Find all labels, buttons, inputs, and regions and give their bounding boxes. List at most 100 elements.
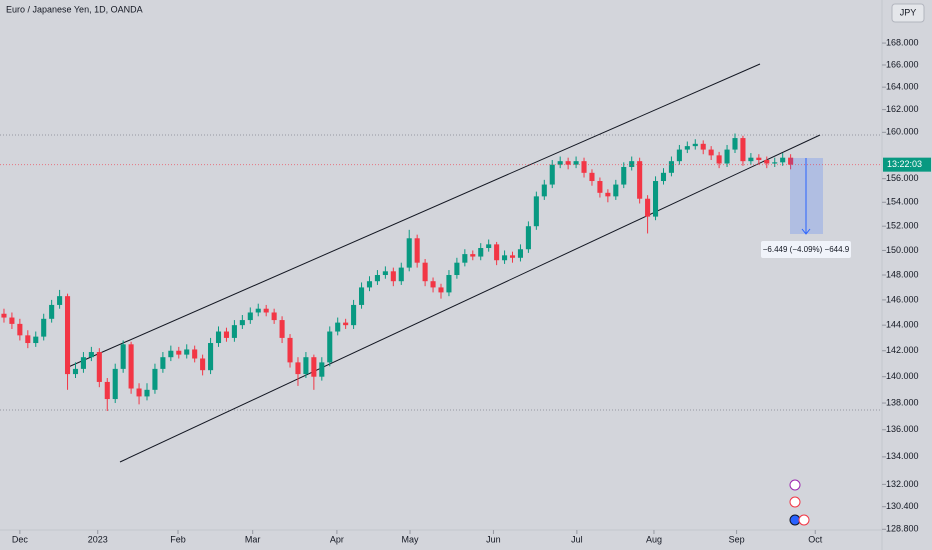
currency-button[interactable]: [891, 3, 925, 23]
candle-body: [525, 226, 531, 250]
candle-body: [152, 368, 158, 390]
x-tick-label: Apr: [330, 534, 344, 544]
candle-body: [502, 255, 508, 261]
candle-body: [64, 296, 71, 375]
candle-body: [255, 308, 261, 313]
candle-body: [88, 352, 94, 358]
channel-upper: [65, 63, 761, 369]
candle-body: [772, 162, 778, 164]
currency-label[interactable]: JPY: [900, 7, 917, 17]
candle-body: [422, 262, 428, 282]
candle-body: [724, 149, 730, 164]
candle-body: [374, 275, 380, 282]
y-tick-label: 130.400: [886, 501, 919, 511]
candle-body: [215, 331, 222, 344]
candle-body: [438, 287, 444, 293]
candle-body: [390, 271, 396, 282]
candle-body: [303, 357, 309, 375]
candle-body: [104, 381, 110, 400]
y-tick-label: 132.000: [886, 479, 919, 489]
candle-body: [533, 196, 539, 227]
x-tick-label: Aug: [646, 534, 662, 544]
x-tick-label: Dec: [12, 534, 29, 544]
candle-body: [80, 357, 86, 369]
candle-body: [605, 192, 611, 197]
candle-body: [470, 254, 476, 257]
candle-body: [184, 349, 190, 355]
icon[interactable]: [798, 514, 810, 526]
y-tick-label: 164.000: [886, 82, 919, 92]
candle-body: [494, 244, 500, 261]
candle-body: [478, 248, 484, 257]
candle-body: [49, 304, 55, 319]
candle-body: [581, 161, 587, 173]
candle-body: [637, 161, 643, 199]
y-tick-label: 140.000: [886, 371, 919, 381]
candle-body: [366, 281, 373, 288]
y-tick-label: 150.000: [886, 245, 919, 255]
x-tick-label: Oct: [808, 534, 823, 544]
candle-body: [279, 320, 285, 338]
candle-body: [541, 184, 547, 197]
candle-body: [565, 161, 571, 165]
x-tick-label: 2023: [88, 534, 108, 544]
chart-title: Euro / Japanese Yen, 1D, OANDA: [6, 4, 143, 14]
candle-body: [716, 155, 722, 164]
candle-body: [621, 166, 627, 185]
y-tick-label: 168.000: [886, 37, 919, 47]
countdown-label: 13:22:03: [887, 159, 922, 169]
candle-body: [136, 388, 142, 397]
candle-body: [629, 161, 635, 167]
candle-body: [96, 352, 102, 382]
candle-body: [748, 157, 754, 162]
candle-body: [382, 271, 388, 276]
candle-body: [223, 331, 230, 338]
candle-body: [462, 254, 468, 263]
candle-body: [398, 267, 404, 282]
candle-body: [660, 172, 667, 182]
x-tick-label: Sep: [729, 534, 745, 544]
candle-body: [120, 344, 126, 369]
candle-body: [358, 287, 365, 305]
candle-body: [247, 312, 253, 321]
y-tick-label: 162.000: [886, 104, 919, 114]
candle-body: [144, 389, 150, 397]
candle-body: [343, 322, 349, 326]
candle-body: [208, 343, 214, 371]
candle-body: [335, 322, 341, 332]
candle-body: [668, 161, 674, 173]
candle-body: [780, 157, 786, 163]
candle-body: [9, 317, 15, 324]
candle-body: [406, 238, 412, 268]
candle-body: [41, 318, 47, 337]
y-tick-label: 136.000: [886, 424, 919, 434]
x-tick-label: Feb: [170, 534, 186, 544]
candle-body: [57, 296, 63, 305]
candle-body: [597, 181, 603, 193]
icon[interactable]: [789, 496, 801, 508]
y-tick-label: 138.000: [886, 397, 919, 407]
candle-body: [692, 143, 698, 147]
candle-body: [509, 255, 516, 258]
candle-body: [756, 157, 762, 161]
y-tick-label: 144.000: [886, 320, 919, 330]
candle-body: [486, 244, 492, 249]
candle-body: [271, 312, 277, 321]
candle-body: [740, 138, 746, 162]
candle-body: [549, 164, 555, 185]
candle-body: [239, 320, 245, 326]
candle-body: [700, 143, 706, 150]
measure-label: −6.449 (−4.09%) −644.9: [763, 245, 850, 254]
y-tick-label: 146.000: [886, 294, 919, 304]
candle-body: [112, 368, 118, 400]
icon[interactable]: [789, 479, 801, 491]
channel-lower: [119, 134, 821, 463]
candle-body: [708, 149, 714, 156]
candle-body: [263, 308, 269, 313]
candle-body: [295, 362, 301, 375]
candle-body: [17, 323, 23, 336]
candle-body: [613, 184, 619, 197]
candle-body: [72, 368, 79, 375]
y-tick-label: 152.000: [886, 221, 919, 231]
